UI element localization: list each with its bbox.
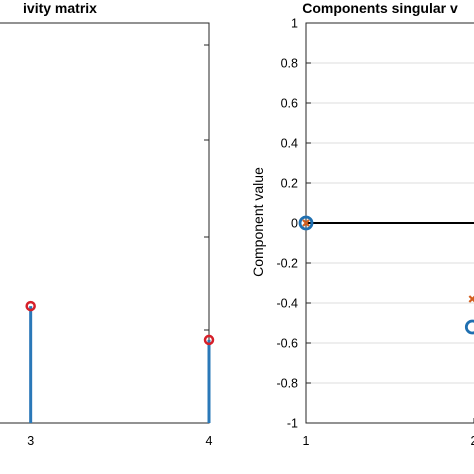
stem-marker (203, 334, 215, 346)
y-axis-label: Component value (250, 167, 266, 277)
y-tick-label: 0.2 (281, 177, 298, 191)
stem-marker (25, 300, 36, 312)
y-axis-ticks: 1 0.8 0.6 0.4 0.2 0 -0.2 -0.4 -0.6 -0.8 -1 (276, 17, 311, 431)
x-tick-label: 2 (471, 434, 474, 448)
y-tick-label: 0.8 (281, 57, 298, 71)
x-tick-label: 1 (303, 434, 310, 448)
y-tick-label: -1 (287, 417, 298, 431)
stem-chart-panel: ivity matrix 3 4 (0, 0, 215, 448)
y-tick-label: 1 (291, 17, 298, 31)
scatter-chart-panel: Components singular v Component value 1 0… (250, 0, 474, 448)
y-tick-label: -0.2 (276, 257, 298, 271)
y-tick-label: -0.4 (276, 297, 298, 311)
chart-title: ivity matrix (23, 0, 97, 16)
y-tick-label: -0.8 (276, 377, 298, 391)
scatter-point-circle (298, 215, 314, 231)
y-tick-label: 0.6 (281, 97, 298, 111)
axes-frame (0, 22, 210, 424)
chart-title: Components singular v (302, 0, 458, 16)
y-tick-label: -0.6 (276, 337, 298, 351)
y-tick-label: 0 (291, 217, 298, 231)
x-tick-label: 4 (206, 434, 213, 448)
y-tick-label: 0.4 (281, 137, 298, 151)
scatter-point-x (468, 295, 474, 303)
x-tick-label: 3 (27, 434, 34, 448)
scatter-point-circle (464, 319, 474, 335)
scatter-point-x (302, 219, 310, 227)
stem-series (25, 300, 215, 423)
scatter-series (298, 215, 474, 335)
